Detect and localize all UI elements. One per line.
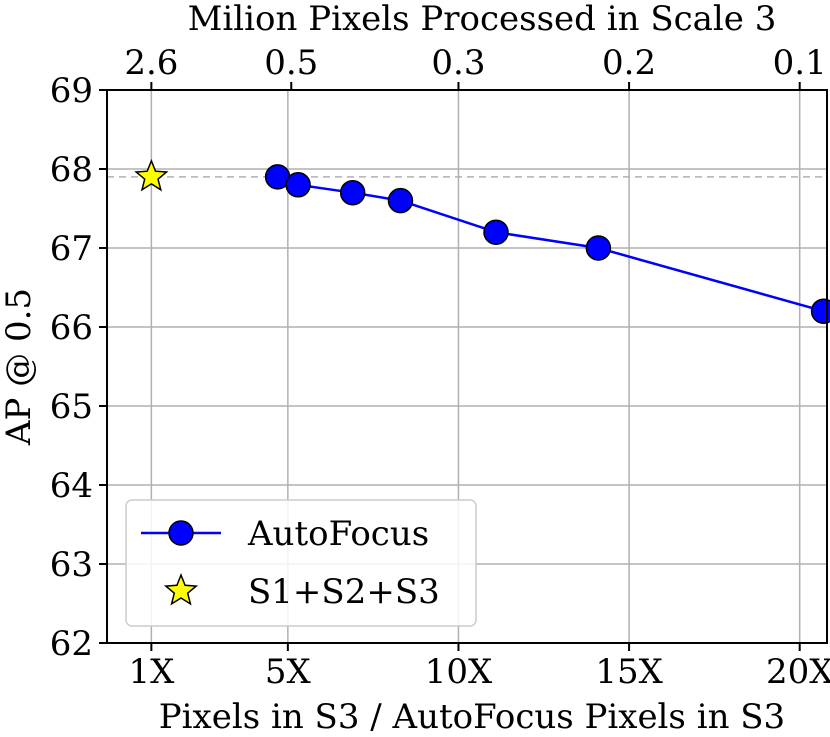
legend-label-autofocus: AutoFocus — [247, 514, 429, 554]
top-x-tick-label: 0.3 — [431, 43, 485, 83]
legend-marker-autofocus — [168, 520, 194, 546]
autofocus-point — [810, 298, 830, 324]
tick-marks — [99, 82, 801, 651]
x-tick-label: 1X — [128, 652, 175, 692]
autofocus-point — [339, 179, 366, 206]
legend-label-s1s2s3: S1+S2+S3 — [248, 572, 440, 612]
top-x-tick-label: 0.1 — [773, 43, 827, 83]
top-x-tick-label: 0.2 — [602, 43, 656, 83]
y-tick-label: 69 — [50, 71, 93, 111]
y-tick-label: 63 — [50, 545, 93, 585]
top-x-tick-label: 2.6 — [124, 43, 178, 83]
plot-frame — [106, 89, 828, 644]
series-layer — [134, 158, 830, 324]
x-tick-label: 10X — [425, 652, 493, 692]
autofocus-point — [483, 219, 509, 245]
s1s2s3-point — [134, 158, 169, 192]
tick-labels: 1X 5X 10X 15X 20X 62 63 64 65 66 67 68 69 2.6 0.5 0.3 0.… — [50, 43, 830, 692]
y-axis-label: AP @ 0.5 — [0, 288, 39, 446]
x-tick-label: 5X — [265, 652, 312, 692]
x-tick-label: 15X — [595, 652, 663, 692]
y-tick-label: 64 — [50, 466, 93, 506]
x-axis-label: Pixels in S3 / AutoFocus Pixels in S3 — [159, 697, 785, 737]
x-tick-label: 20X — [766, 652, 830, 692]
legend: AutoFocus S1+S2+S3 — [125, 499, 477, 627]
y-tick-label: 67 — [50, 229, 93, 269]
autofocus-point — [285, 172, 311, 198]
y-tick-label: 65 — [50, 387, 93, 427]
y-tick-label: 66 — [50, 308, 93, 348]
top-x-tick-label: 0.5 — [264, 43, 318, 83]
legend-marker-s1s2s3 — [163, 572, 199, 606]
y-tick-label: 68 — [50, 150, 93, 190]
autofocus-point — [387, 187, 414, 214]
y-tick-label: 62 — [50, 624, 93, 664]
autofocus-point — [585, 235, 612, 261]
top-x-axis-label: Milion Pixels Processed in Scale 3 — [188, 0, 777, 39]
legend-box — [125, 499, 477, 627]
